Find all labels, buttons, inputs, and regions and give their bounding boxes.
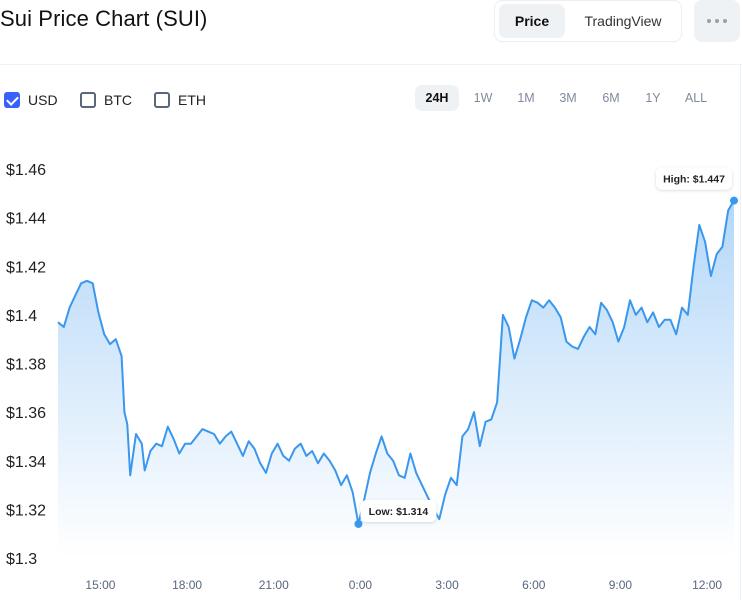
y-tick-label: $1.42 — [6, 259, 46, 276]
low-marker — [354, 519, 363, 528]
checkbox-checked-icon — [4, 92, 20, 108]
low-label: Low: $1.314 — [369, 506, 429, 518]
y-tick-label: $1.32 — [6, 502, 46, 519]
checkbox-icon — [80, 92, 96, 108]
currency-usd-checkbox[interactable]: USD — [4, 90, 58, 110]
x-tick-label: 9:00 — [609, 578, 633, 592]
high-label: High: $1.447 — [663, 174, 725, 186]
x-tick-label: 15:00 — [85, 578, 115, 592]
x-tick-label: 3:00 — [435, 578, 459, 592]
range-tab-6m[interactable]: 6M — [602, 91, 620, 105]
high-tooltip: High: $1.447 — [656, 167, 732, 190]
range-tab-3m[interactable]: 3M — [559, 91, 577, 105]
currency-btc-checkbox[interactable]: BTC — [80, 90, 132, 110]
more-dot-2 — [715, 19, 719, 23]
x-axis: 15:00 18:00 21:00 0:00 3:00 6:00 9:00 12:00 — [85, 578, 722, 592]
checkbox-icon — [154, 92, 170, 108]
x-tick-label: 12:00 — [692, 578, 722, 592]
view-toggle: Price TradingView — [494, 0, 682, 42]
high-marker — [730, 196, 738, 205]
currency-label-usd: USD — [28, 92, 58, 108]
y-tick-label: $1.3 — [6, 551, 37, 568]
tradingview-view-button[interactable]: TradingView — [584, 13, 662, 29]
y-tick-label: $1.44 — [6, 211, 46, 228]
range-tab-1m[interactable]: 1M — [517, 91, 535, 105]
y-axis: $1.46 $1.44 $1.42 $1.4 $1.38 $1.36 $1.34 $1.32 $… — [6, 162, 46, 568]
range-tab-1y[interactable]: 1Y — [645, 91, 661, 105]
y-tick-label: $1.46 — [6, 162, 46, 179]
y-tick-label: $1.4 — [6, 308, 37, 325]
panel-edge — [740, 64, 741, 600]
more-dot-3 — [723, 19, 727, 23]
currency-label-btc: BTC — [104, 92, 132, 108]
currency-eth-checkbox[interactable]: ETH — [154, 90, 206, 110]
annotations: High: $1.447 Low: $1.314 — [354, 167, 738, 528]
y-tick-label: $1.38 — [6, 357, 46, 374]
panel-divider — [0, 64, 742, 65]
x-tick-label: 18:00 — [172, 578, 202, 592]
more-horizontal-icon — [707, 19, 711, 23]
x-tick-label: 0:00 — [349, 578, 373, 592]
price-view-button[interactable]: Price — [499, 4, 565, 38]
y-tick-label: $1.36 — [6, 405, 46, 422]
x-tick-label: 6:00 — [522, 578, 546, 592]
range-tab-all[interactable]: ALL — [684, 91, 708, 105]
more-options-button[interactable] — [694, 0, 740, 42]
price-line — [57, 200, 735, 525]
range-tab-24h[interactable]: 24H — [415, 85, 459, 111]
price-area-fill — [58, 200, 734, 558]
low-tooltip: Low: $1.314 — [360, 499, 437, 522]
currency-label-eth: ETH — [178, 92, 206, 108]
page-title: Sui Price Chart (SUI) — [0, 6, 208, 31]
x-tick-label: 21:00 — [259, 578, 289, 592]
y-tick-label: $1.34 — [6, 454, 46, 471]
range-tab-1w[interactable]: 1W — [473, 91, 493, 105]
